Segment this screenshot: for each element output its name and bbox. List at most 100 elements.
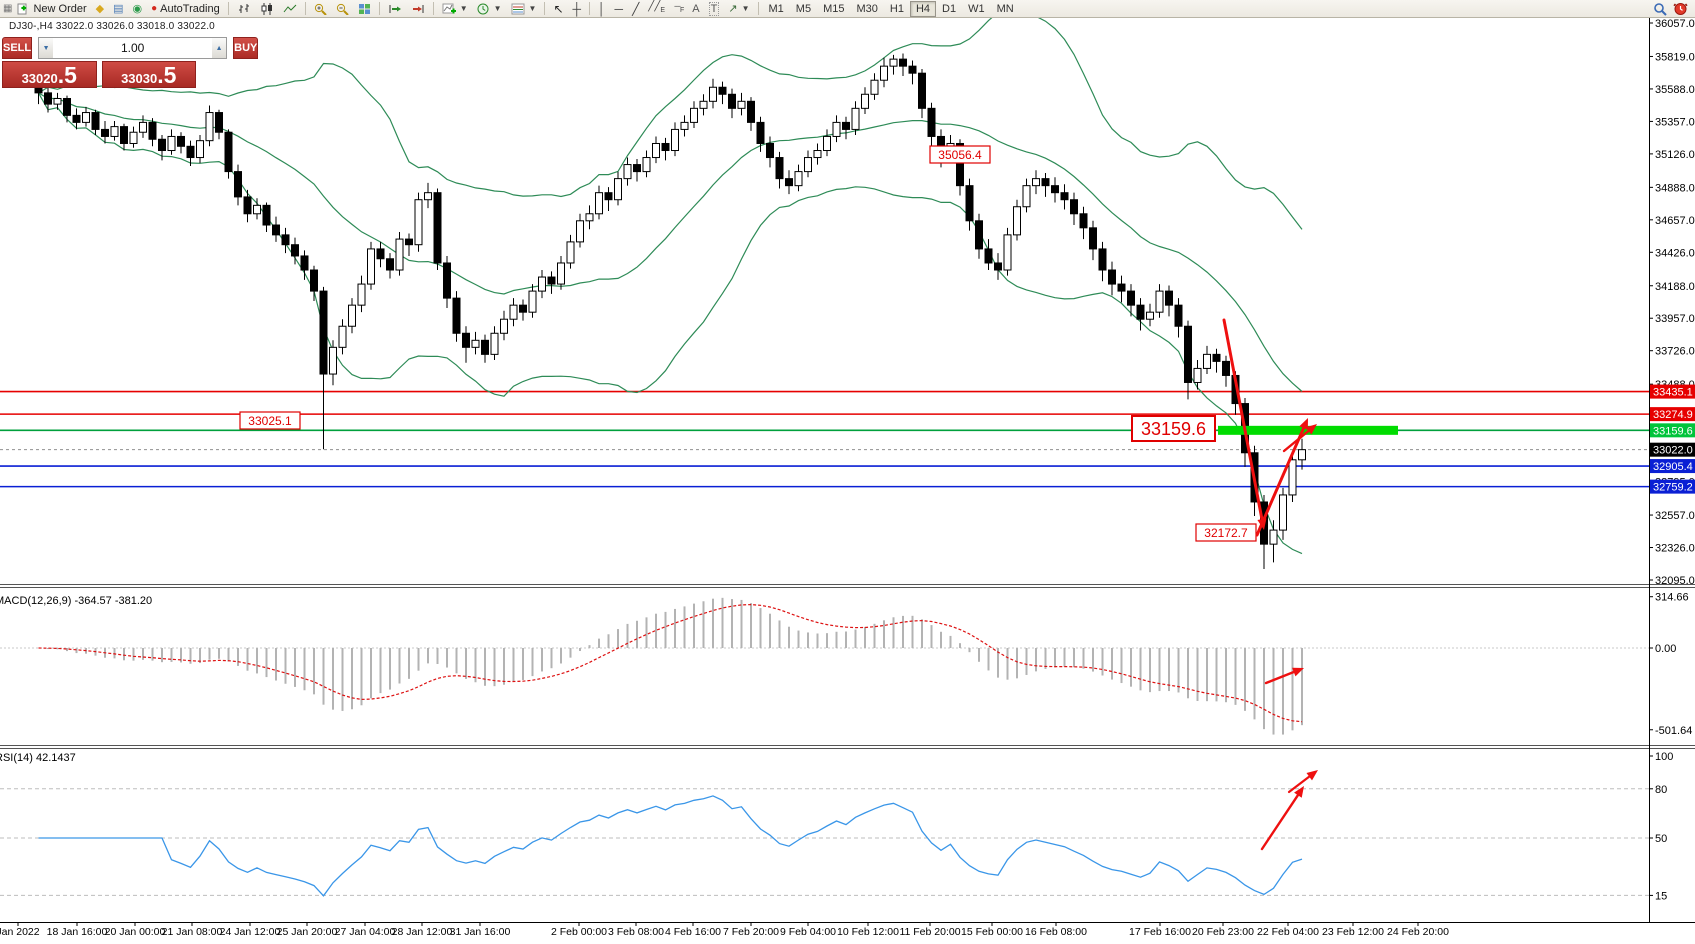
new-order-button[interactable]: New Order (13, 1, 90, 17)
sell-price-main: 33020 (21, 71, 58, 86)
svg-text:31 Jan 16:00: 31 Jan 16:00 (450, 926, 511, 938)
indicators-button[interactable]: ▼ (438, 1, 472, 17)
new-order-icon (17, 3, 27, 14)
svg-text:25 Jan 20:00: 25 Jan 20:00 (277, 926, 338, 938)
svg-text:11 Feb 20:00: 11 Feb 20:00 (899, 926, 960, 938)
timeframe-button-h4[interactable]: H4 (909, 0, 937, 17)
line-chart-button[interactable] (279, 1, 301, 17)
chart-shift-button[interactable] (407, 1, 429, 17)
zoom-out-icon (336, 3, 349, 15)
rsi-panel: RSI(14) 42.1437 100 80 50 15 (0, 751, 1673, 902)
svg-text:33957.0: 33957.0 (1655, 313, 1695, 325)
horizontal-line-tool-button[interactable]: ─ (611, 1, 628, 17)
timeframe-button-m15[interactable]: M15 (817, 1, 850, 17)
svg-text:32172.7: 32172.7 (1204, 526, 1248, 540)
svg-text:RSI(14) 42.1437: RSI(14) 42.1437 (0, 752, 76, 764)
svg-text:Jan 2022: Jan 2022 (0, 926, 40, 938)
candlestick-series (34, 53, 1306, 570)
svg-text:21 Jan 08:00: 21 Jan 08:00 (162, 926, 223, 938)
auto-scroll-button[interactable] (384, 1, 406, 17)
rsi-line (38, 795, 1303, 897)
vertical-line-tool-button[interactable]: │ (594, 1, 610, 17)
templates-icon (511, 3, 525, 14)
sell-price[interactable]: 33020 .5 (2, 61, 97, 88)
window-icon: ▦ (3, 2, 13, 14)
horizontal-line-icon: ─ (614, 1, 624, 16)
text-icon: A (692, 2, 700, 15)
annotation-arrows (1222, 318, 1318, 851)
svg-text:314.66: 314.66 (1655, 592, 1689, 604)
label-tool-button[interactable]: T (705, 1, 724, 17)
svg-text:17 Feb 16:00: 17 Feb 16:00 (1129, 926, 1191, 938)
bar-chart-button[interactable] (233, 1, 255, 17)
svg-text:34888.0: 34888.0 (1655, 182, 1695, 194)
zoom-in-button[interactable] (310, 1, 331, 17)
chart-shift-icon (412, 4, 424, 13)
signals-icon-button[interactable]: ◉ (129, 1, 147, 17)
profile-icon-button[interactable]: ▤ (109, 1, 127, 17)
templates-button[interactable]: ▼ (507, 1, 541, 17)
macd-signal-line (38, 603, 1303, 723)
crayon-icon-button[interactable]: ◆ (92, 1, 108, 17)
volume-input[interactable] (53, 38, 213, 58)
svg-text:32326.0: 32326.0 (1655, 543, 1695, 555)
crosshair-icon: ┼ (572, 1, 582, 16)
periods-button[interactable]: ▼ (473, 1, 506, 17)
search-icon[interactable] (1653, 2, 1667, 16)
buy-price[interactable]: 33030 .5 (101, 61, 196, 88)
volume-down-button[interactable]: ▼ (39, 38, 54, 58)
trendline-icon: ╱ (632, 1, 640, 16)
cursor-tool-button[interactable]: ↖ (549, 1, 567, 17)
new-order-label: New Order (33, 2, 87, 15)
svg-text:32905.4: 32905.4 (1653, 461, 1693, 473)
svg-text:35357.0: 35357.0 (1655, 116, 1695, 128)
fibonacci-tool-button[interactable]: ---F (670, 1, 687, 17)
channel-tool-button[interactable]: ╱╱E (644, 1, 669, 17)
svg-text:2 Feb 00:00: 2 Feb 00:00 (551, 926, 607, 938)
tile-windows-button[interactable] (354, 1, 375, 17)
svg-text:22 Feb 04:00: 22 Feb 04:00 (1257, 926, 1319, 938)
macd-arrow (1264, 670, 1295, 685)
text-tool-button[interactable]: A (688, 1, 703, 17)
toolbar-separator (304, 2, 306, 15)
rebound-arrow (1255, 426, 1306, 537)
sell-button[interactable]: SELL (2, 37, 33, 59)
timeframe-button-m1[interactable]: M1 (763, 1, 790, 17)
autotrading-button[interactable]: ● AutoTrading (147, 1, 224, 17)
timeframe-button-w1[interactable]: W1 (962, 1, 991, 17)
volume-up-button[interactable]: ▲ (212, 38, 227, 58)
top-toolbar: ▦ New Order ◆ ▤ ◉ ● AutoTrading ▼ ▼ ▼ ↖ … (0, 0, 1695, 18)
svg-text:33025.1: 33025.1 (248, 414, 292, 428)
price-axis-tags: 33435.1 33274.9 33159.6 33022.0 32905.4 32759… (1650, 384, 1695, 494)
rsi-arrow-2 (1287, 775, 1311, 794)
timeframe-button-m30[interactable]: M30 (850, 1, 883, 17)
toolbar-separator (757, 2, 759, 15)
arrows-tool-button[interactable]: ↗ ▼ (724, 1, 753, 17)
zoom-out-button[interactable] (332, 1, 353, 17)
volume-stepper: ▼ ▲ (38, 37, 228, 59)
timeframe-button-d1[interactable]: D1 (936, 1, 962, 17)
svg-text:35819.0: 35819.0 (1655, 51, 1695, 63)
toolbar-separator (589, 2, 591, 15)
zoom-in-icon (314, 3, 327, 15)
candlestick-button[interactable] (256, 1, 278, 17)
rsi-arrow (1260, 793, 1300, 851)
chart-area[interactable]: 36057.0 35819.0 35588.0 35357.0 35126.0 34888… (0, 9, 1695, 939)
one-click-trading-panel: SELL ▼ ▲ BUY 33020 .5 33030 .5 (2, 37, 259, 88)
svg-text:0.00: 0.00 (1655, 643, 1676, 655)
profile-icon: ▤ (113, 2, 124, 15)
tile-windows-icon (358, 3, 370, 14)
buy-button[interactable]: BUY (233, 37, 259, 59)
timeframe-button-m5[interactable]: M5 (790, 1, 817, 17)
trendline-tool-button[interactable]: ╱ (628, 1, 643, 17)
vertical-line-icon: │ (598, 1, 606, 16)
alert-clock-icon[interactable] (1673, 1, 1688, 16)
crosshair-tool-button[interactable]: ┼ (569, 1, 586, 17)
svg-text:33159.6: 33159.6 (1653, 425, 1693, 437)
svg-text:MACD(12,26,9) -364.57 -381.20: MACD(12,26,9) -364.57 -381.20 (0, 595, 152, 607)
svg-text:32557.0: 32557.0 (1655, 510, 1695, 522)
toolbar-separator (432, 2, 434, 15)
timeframe-button-h1[interactable]: H1 (884, 1, 910, 17)
svg-text:7 Feb 20:00: 7 Feb 20:00 (723, 926, 779, 938)
timeframe-button-mn[interactable]: MN (991, 1, 1020, 17)
